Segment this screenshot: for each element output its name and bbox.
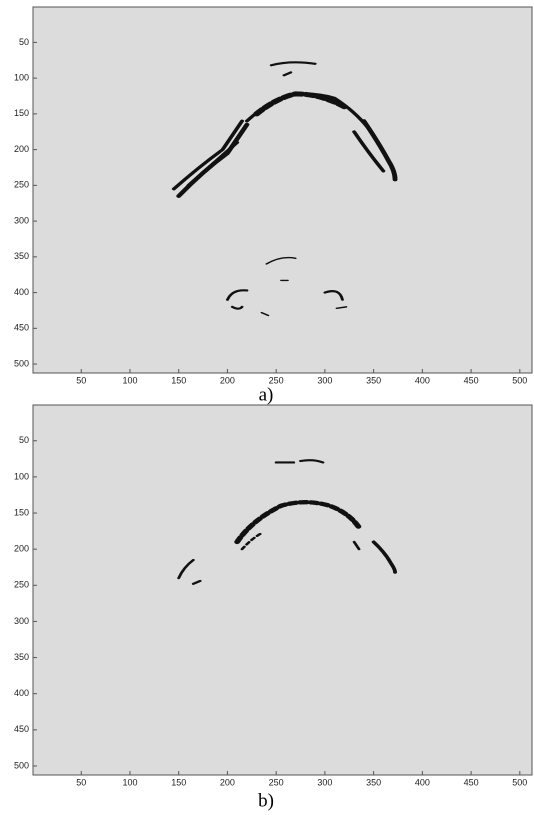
x-tick-label: 150 [171, 375, 186, 385]
y-tick-label: 450 [14, 323, 29, 333]
x-tick-label: 400 [415, 375, 430, 385]
x-tick-label: 50 [76, 777, 86, 787]
panel-a: a) 50 100 150 200 250 300 350 400 450 500 50 100 150… [14, 7, 532, 405]
x-tick-label: 300 [317, 777, 332, 787]
x-tick-label: 250 [269, 375, 284, 385]
x-tick-label: 400 [415, 777, 430, 787]
y-tick-label: 300 [14, 616, 29, 626]
x-tick-label: 350 [366, 375, 381, 385]
y-tick-label: 300 [14, 215, 29, 225]
panel-b: b) 50 100 150 200 250 300 350 400 450 500 50 100 150… [14, 405, 532, 811]
y-tick-label: 50 [19, 435, 29, 445]
x-tick-label: 450 [464, 375, 479, 385]
y-tick-label: 250 [14, 580, 29, 590]
y-tick-label: 200 [14, 544, 29, 554]
x-tick-label: 50 [76, 375, 86, 385]
y-tick-label: 450 [14, 724, 29, 734]
x-tick-label: 100 [122, 375, 137, 385]
caption: a) [259, 384, 274, 405]
y-tick-label: 350 [14, 251, 29, 261]
y-tick-label: 250 [14, 180, 29, 190]
y-tick-label: 350 [14, 652, 29, 662]
x-tick-label: 100 [122, 777, 137, 787]
y-tick-label: 150 [14, 108, 29, 118]
y-tick-label: 50 [19, 37, 29, 47]
x-tick-label: 350 [366, 777, 381, 787]
y-tick-label: 100 [14, 471, 29, 481]
y-tick-label: 100 [14, 73, 29, 83]
x-tick-label: 200 [220, 375, 235, 385]
y-tick-label: 200 [14, 144, 29, 154]
y-tick-label: 400 [14, 287, 29, 297]
caption: b) [258, 790, 274, 811]
x-tick-label: 300 [317, 375, 332, 385]
y-tick-label: 500 [14, 358, 29, 368]
plot-area [33, 405, 532, 775]
x-tick-label: 500 [512, 375, 527, 385]
plot-area [33, 7, 532, 373]
x-tick-label: 200 [220, 777, 235, 787]
x-tick-label: 150 [171, 777, 186, 787]
figure: a) 50 100 150 200 250 300 350 400 450 500 50 100 150… [0, 0, 534, 815]
y-tick-label: 400 [14, 688, 29, 698]
y-tick-label: 500 [14, 760, 29, 770]
y-tick-label: 150 [14, 507, 29, 517]
x-tick-label: 500 [512, 777, 527, 787]
x-tick-label: 250 [269, 777, 284, 787]
x-tick-label: 450 [464, 777, 479, 787]
